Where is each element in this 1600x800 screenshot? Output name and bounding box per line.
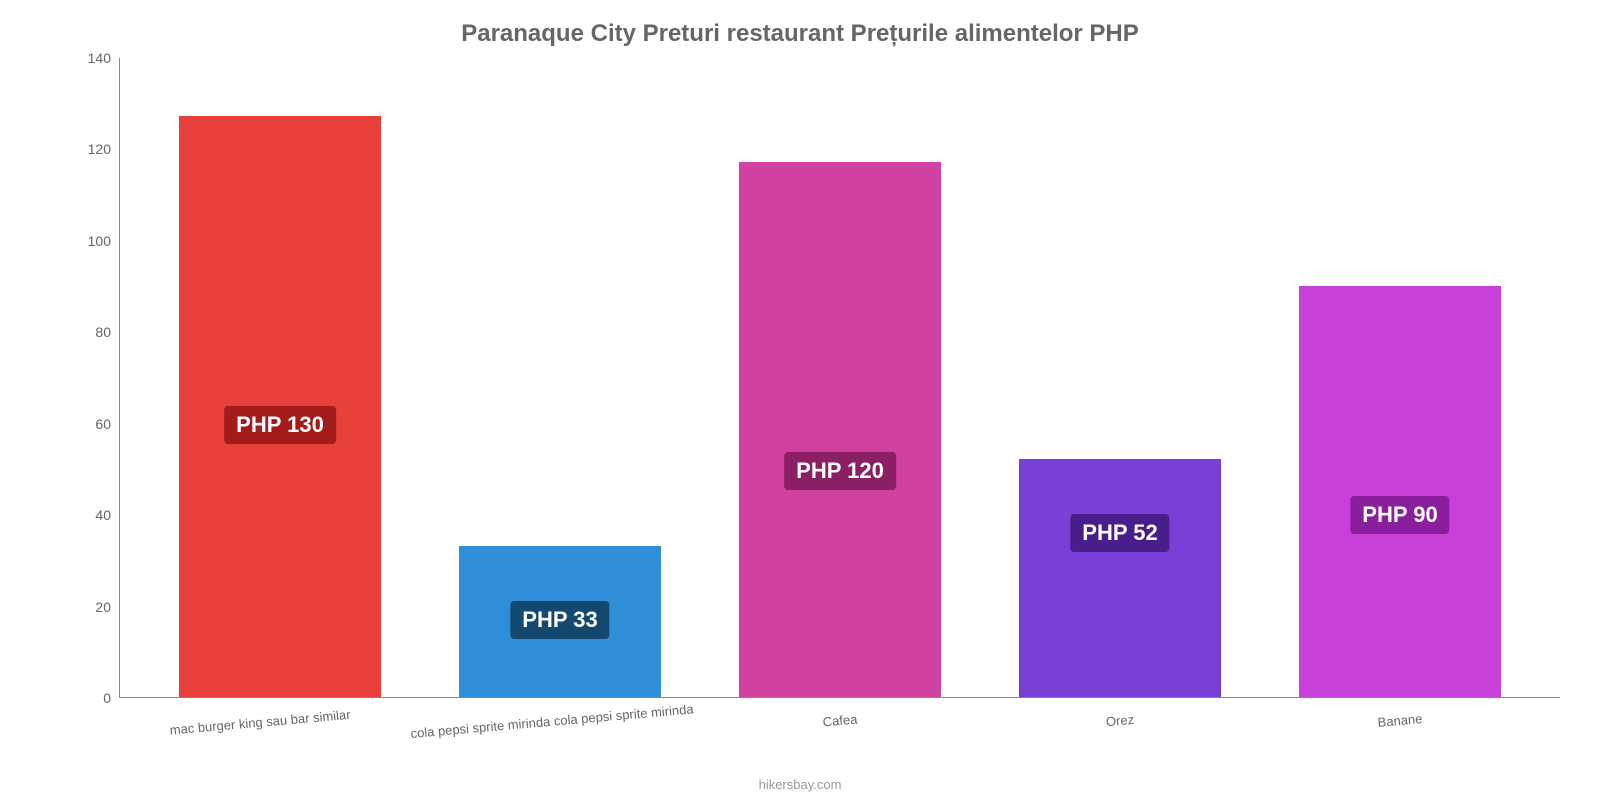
bar-value-label: PHP 130 — [224, 406, 336, 444]
bar-value-label: PHP 90 — [1350, 496, 1449, 534]
y-tick: 140 — [88, 50, 111, 66]
y-tick: 40 — [95, 507, 111, 523]
bar-wrapper: PHP 52 — [990, 459, 1250, 697]
y-tick: 60 — [95, 416, 111, 432]
y-tick: 120 — [88, 141, 111, 157]
x-label: cola pepsi sprite mirinda cola pepsi spr… — [410, 703, 670, 741]
y-tick: 0 — [103, 690, 111, 706]
chart-title: Paranaque City Preturi restaurant Prețur… — [40, 20, 1560, 48]
chart-container: Paranaque City Preturi restaurant Prețur… — [0, 0, 1600, 800]
bar-value-label: PHP 120 — [784, 452, 896, 490]
x-label: Banane — [1270, 702, 1530, 740]
bar-wrapper: PHP 120 — [710, 162, 970, 697]
x-label: Cafea — [710, 702, 970, 740]
bar: PHP 130 — [179, 116, 382, 697]
bar-wrapper: PHP 33 — [430, 546, 690, 697]
y-tick: 20 — [95, 599, 111, 615]
attribution: hikersbay.com — [759, 777, 842, 792]
bar-value-label: PHP 52 — [1070, 514, 1169, 552]
y-tick: 100 — [88, 233, 111, 249]
x-axis-labels: mac burger king sau bar similarcola peps… — [120, 713, 1560, 728]
bar-wrapper: PHP 130 — [150, 116, 410, 697]
bar: PHP 52 — [1019, 459, 1222, 697]
bar: PHP 33 — [459, 546, 662, 697]
plot-area: 020406080100120140 PHP 130PHP 33PHP 120P… — [40, 58, 1560, 698]
y-axis: 020406080100120140 — [40, 58, 120, 698]
bar-value-label: PHP 33 — [510, 601, 609, 639]
x-label: Orez — [990, 702, 1250, 740]
bar: PHP 120 — [739, 162, 942, 697]
y-tick: 80 — [95, 324, 111, 340]
bar-wrapper: PHP 90 — [1270, 286, 1530, 697]
bar: PHP 90 — [1299, 286, 1502, 697]
bars-area: PHP 130 PHP 33 PHP 120 PHP 52 PHP 90 — [120, 58, 1560, 698]
x-label: mac burger king sau bar similar — [130, 703, 390, 741]
